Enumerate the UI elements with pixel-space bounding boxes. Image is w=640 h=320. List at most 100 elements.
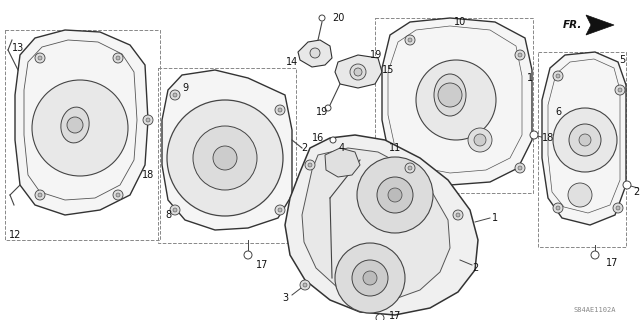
Text: FR.: FR. [563,20,582,30]
Circle shape [553,71,563,81]
Circle shape [408,166,412,170]
Circle shape [416,60,496,140]
Circle shape [453,210,463,220]
Circle shape [623,181,631,189]
Circle shape [618,88,622,92]
Circle shape [515,163,525,173]
Text: 14: 14 [286,57,298,67]
Circle shape [530,131,538,139]
Circle shape [116,193,120,197]
Circle shape [363,271,377,285]
Text: 2: 2 [633,187,639,197]
Circle shape [553,108,617,172]
Circle shape [408,38,412,42]
Polygon shape [15,30,148,215]
Text: 20: 20 [332,13,344,23]
Circle shape [67,117,83,133]
Circle shape [330,137,336,143]
Circle shape [167,100,283,216]
Text: 2: 2 [472,263,478,273]
Text: 17: 17 [606,258,618,268]
Circle shape [438,83,462,107]
Ellipse shape [61,107,89,143]
Polygon shape [298,40,332,67]
Circle shape [170,205,180,215]
Circle shape [303,283,307,287]
Circle shape [32,80,128,176]
Circle shape [143,115,153,125]
Text: 1: 1 [492,213,498,223]
Circle shape [275,105,285,115]
Circle shape [591,251,599,259]
Circle shape [275,205,285,215]
Circle shape [310,48,320,58]
Circle shape [305,160,315,170]
Polygon shape [335,55,382,88]
Text: 17: 17 [256,260,268,270]
Circle shape [518,166,522,170]
Circle shape [146,118,150,122]
Circle shape [405,163,415,173]
Circle shape [35,190,45,200]
Circle shape [357,157,433,233]
Text: 15: 15 [382,65,394,75]
Text: 6: 6 [555,107,561,117]
Text: 17: 17 [389,311,401,320]
Circle shape [377,177,413,213]
Polygon shape [586,15,614,35]
Circle shape [113,53,123,63]
Circle shape [244,251,252,259]
Polygon shape [162,70,292,230]
Text: 16: 16 [312,133,324,143]
Text: 4: 4 [339,143,345,153]
Text: 9: 9 [182,83,188,93]
Text: 8: 8 [165,210,171,220]
Text: 18: 18 [542,133,554,143]
Circle shape [515,50,525,60]
Circle shape [568,183,592,207]
Circle shape [352,260,388,296]
Circle shape [325,105,331,111]
Text: S84AE1102A: S84AE1102A [573,307,616,313]
Circle shape [335,243,405,313]
Text: 11: 11 [389,143,401,153]
Circle shape [278,208,282,212]
Circle shape [278,108,282,112]
Circle shape [113,190,123,200]
Circle shape [300,280,310,290]
Text: 19: 19 [370,50,382,60]
Circle shape [468,128,492,152]
Text: 5: 5 [619,55,625,65]
Circle shape [556,74,560,78]
Circle shape [173,93,177,97]
Polygon shape [542,52,626,225]
Polygon shape [382,18,532,185]
Circle shape [388,188,402,202]
Circle shape [556,206,560,210]
Circle shape [474,134,486,146]
Circle shape [319,15,325,21]
Text: 1: 1 [527,73,533,83]
Circle shape [553,203,563,213]
Circle shape [376,314,384,320]
Text: 19: 19 [316,107,328,117]
Circle shape [613,203,623,213]
Text: 10: 10 [454,17,466,27]
Circle shape [616,206,620,210]
Circle shape [38,56,42,60]
Circle shape [456,213,460,217]
Circle shape [170,90,180,100]
Circle shape [579,134,591,146]
Text: 3: 3 [282,293,288,303]
Text: 2: 2 [301,143,307,153]
Circle shape [569,124,601,156]
Polygon shape [302,148,450,300]
Circle shape [35,53,45,63]
Circle shape [350,64,366,80]
Ellipse shape [434,74,466,116]
Polygon shape [325,148,360,177]
Circle shape [405,35,415,45]
Text: 12: 12 [9,230,21,240]
Circle shape [116,56,120,60]
Polygon shape [285,135,478,315]
